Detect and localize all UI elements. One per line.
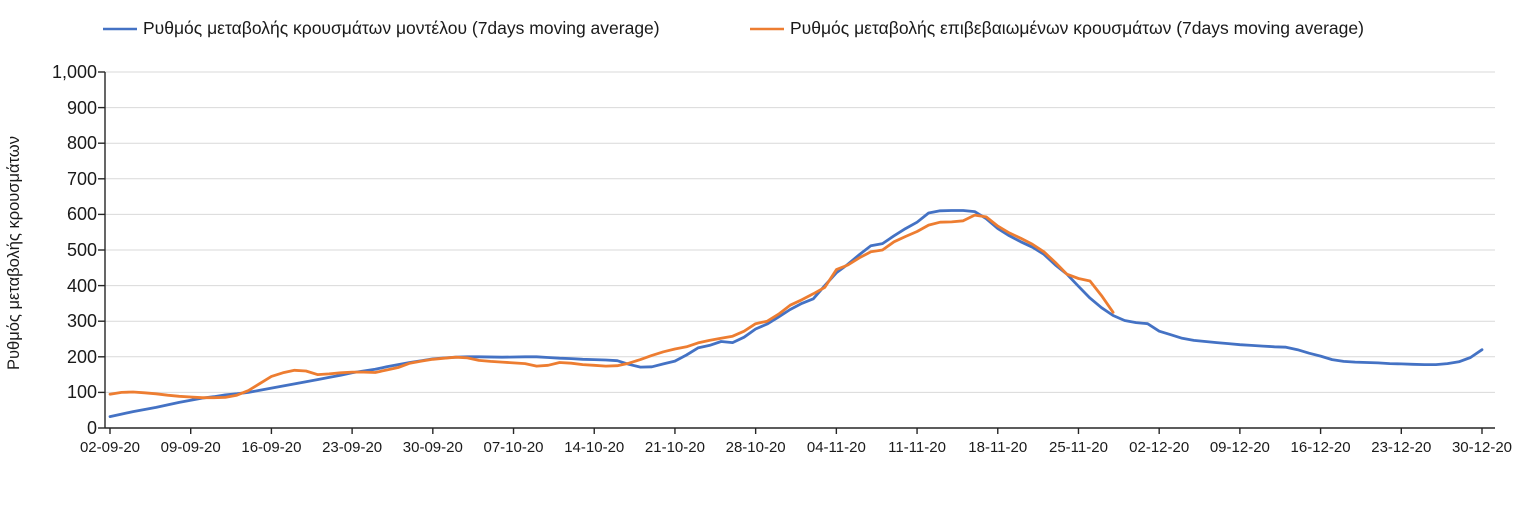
x-tick-label: 09-09-20 — [160, 439, 221, 456]
y-tick-label: 0 — [86, 418, 97, 438]
x-tick-label: 30-12-20 — [1451, 439, 1513, 456]
y-tick-label: 1,000 — [51, 62, 97, 82]
y-tick-label: 800 — [66, 133, 97, 154]
x-tick-label: 28-10-20 — [725, 439, 786, 456]
x-tick-label: 09-12-20 — [1209, 439, 1270, 456]
x-tick-label: 23-09-20 — [322, 439, 383, 456]
series-line-model — [108, 209, 1484, 419]
axes — [98, 71, 1495, 434]
x-tick-label: 02-09-20 — [79, 439, 141, 456]
y-tick-label: 400 — [66, 275, 97, 296]
y-axis-title: Ρυθμός μεταβολής κρουσμάτων — [5, 136, 23, 370]
y-tick-label: 300 — [66, 311, 97, 332]
x-tick-label: 07-10-20 — [483, 439, 544, 456]
x-tick-label: 04-11-20 — [806, 439, 866, 456]
series-line-confirmed — [108, 213, 1115, 400]
y-tick-label: 700 — [66, 168, 97, 189]
y-tick-label: 100 — [66, 382, 97, 403]
legend-line-confirmed-icon — [750, 27, 784, 30]
x-tick-label: 18-11-20 — [968, 439, 1028, 456]
legend-item-model[interactable]: Ρυθμός μεταβολής κρουσμάτων μοντέλου (7d… — [103, 18, 660, 39]
legend-item-confirmed[interactable]: Ρυθμός μεταβολής επιβεβαιωμένων κρουσμάτ… — [750, 18, 1364, 39]
y-tick-label: 200 — [66, 346, 97, 367]
y-tick-label: 600 — [66, 204, 97, 225]
x-tick-label: 16-09-20 — [241, 439, 302, 456]
y-gridlines — [105, 71, 1495, 393]
legend-label-confirmed: Ρυθμός μεταβολής επιβεβαιωμένων κρουσμάτ… — [790, 18, 1364, 38]
x-tick-label: 02-12-20 — [1129, 439, 1190, 456]
x-tick-label: 30-09-20 — [402, 439, 463, 456]
chart-legend: Ρυθμός μεταβολής κρουσμάτων μοντέλου (7d… — [0, 18, 1513, 48]
x-tick-label: 23-12-20 — [1371, 439, 1432, 456]
x-tick-label: 14-10-20 — [564, 439, 625, 456]
x-tick-label: 21-10-20 — [644, 439, 705, 456]
x-tick-label: 16-12-20 — [1290, 439, 1351, 456]
x-tick-label: 11-11-20 — [888, 439, 946, 456]
legend-line-model-icon — [103, 27, 137, 30]
y-tick-label: 500 — [66, 240, 97, 260]
x-tick-label: 25-11-20 — [1049, 439, 1108, 456]
legend-label-model: Ρυθμός μεταβολής κρουσμάτων μοντέλου (7d… — [143, 18, 660, 38]
y-tick-label: 900 — [66, 97, 97, 118]
